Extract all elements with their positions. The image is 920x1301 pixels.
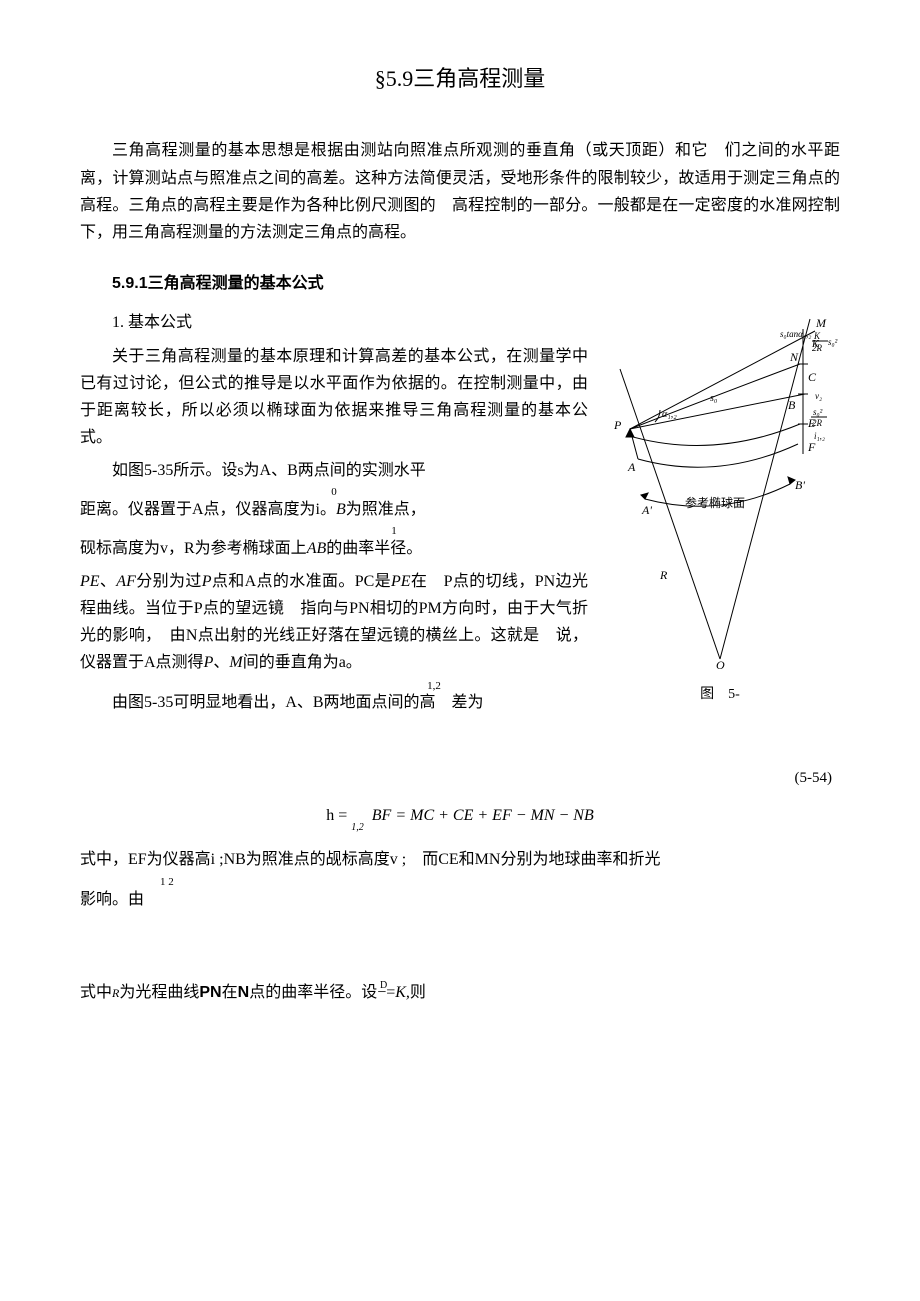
intro-paragraph: 三角高程测量的基本思想是根据由测站向照准点所观测的垂直角（或天顶距）和它 们之间… (80, 137, 840, 246)
p7-m1: 为光程曲线 (119, 984, 199, 1001)
p2b-text: 距离。仪器置于A点，仪器高度为i。 (80, 501, 336, 518)
lbl-tan: s₀tanα₁,₂ (780, 329, 811, 339)
p7-pre: 式中 (80, 984, 112, 1001)
p2c-pre: 砚标高度为v，R为参考椭球面上 (80, 540, 307, 557)
paragraph-3: PE、AF分别为过P点和A点的水准面。PC是PE在 P点的切线，PN边光程曲线。… (80, 568, 588, 677)
p3-m1: 、 (100, 573, 117, 590)
p3-m2: 分别为过 (136, 573, 202, 590)
figure-caption: 图 5- (600, 683, 840, 707)
section-heading: 5.9.1三角高程测量的基本公式 (80, 270, 840, 297)
p3-i5: P (204, 654, 214, 671)
paragraph-4: 由图5-35可明显地看出，A、B两地面点间的高 差为 (80, 689, 588, 716)
p7-n: N (238, 984, 250, 1001)
p3-m6: 间的垂直角为a。 (243, 654, 362, 671)
p3-i4: PE (391, 573, 411, 590)
p2b-tail: 为照准点， (346, 501, 426, 518)
p3-i3: P (202, 573, 212, 590)
p3-i2: AF (116, 573, 136, 590)
lbl-Bp: B' (795, 478, 805, 492)
eq1-sub: 1,2 (351, 819, 364, 836)
lbl-B: B (788, 398, 796, 412)
p2c-tail: 的曲率半径。 (326, 540, 422, 557)
lbl-frac-bot: 2R (812, 343, 823, 353)
equation-number: (5-54) (600, 766, 840, 792)
lbl-O: O (716, 658, 725, 669)
figure-5-35: M K N C B E F P A A' B' O R α₁,₂ s₀ v₂ i… (600, 309, 840, 669)
eq1-lhs: h = (326, 807, 347, 824)
lbl-v2: v₂ (815, 391, 822, 401)
lbl-i12: i₁,₂ (814, 431, 825, 441)
basic-formula-label: 1. 基本公式 (80, 309, 588, 336)
p7-subscript: D (380, 984, 840, 988)
lbl-frac-top: K (813, 331, 821, 341)
p3-m5: 、 (213, 654, 229, 671)
p3-i6: M (229, 654, 242, 671)
p7-tail: 则 (410, 984, 426, 1001)
lbl-M: M (815, 316, 827, 330)
p7-m3: 点的曲率半径。设−= (249, 984, 395, 1001)
content-row: 1. 基本公式 关于三角高程测量的基本原理和计算高差的基本公式，在测量学中已有过… (80, 309, 840, 791)
paragraph-5: 式中，EF为仪器高i ;NB为照准点的觇标高度v ; 而CE和MN分别为地球曲率… (80, 846, 840, 873)
paragraph-6: 影响。由 (80, 886, 840, 913)
lbl-P: P (613, 418, 622, 432)
paragraph-7: 式中R为光程曲线PN在N点的曲率半径。设−=K,则 (80, 979, 840, 1006)
lbl-alpha: α₁,₂ (662, 409, 677, 420)
lbl-s0: s₀ (710, 393, 718, 404)
lbl-R: R (659, 568, 668, 582)
p2a-text: 如图5-35所示。设s为A、B两点间的实测水平 (112, 462, 426, 479)
lbl-sR-bot: 2R (812, 418, 823, 428)
p2c-italic: AB (307, 540, 327, 557)
lbl-F: F (807, 440, 816, 454)
paragraph-2a: 如图5-35所示。设s为A、B两点间的实测水平 (80, 457, 588, 484)
p7-pn: PN (199, 984, 221, 1001)
lbl-N: N (789, 350, 799, 364)
lbl-sR-top: s₀² (813, 407, 823, 417)
p3-subscript: 1,2 (280, 683, 588, 690)
equation-1: h = 1,2 BF = MC + CE + EF − MN − NB (80, 802, 840, 836)
p2b-italic: B (336, 501, 346, 518)
paragraph-2b: 距离。仪器置于A点，仪器高度为i。B为照准点， (80, 496, 588, 523)
p7-m2: 在 (222, 984, 238, 1001)
p7-i2: K, (395, 984, 410, 1001)
lbl-A: A (627, 460, 636, 474)
lbl-Ap: A' (641, 503, 652, 517)
p3-i1: PE (80, 573, 100, 590)
paragraph-2c: 砚标高度为v，R为参考椭球面上AB的曲率半径。 (80, 535, 588, 562)
figure-column: M K N C B E F P A A' B' O R α₁,₂ s₀ v₂ i… (600, 309, 840, 791)
lbl-C: C (808, 370, 817, 384)
lbl-frac-s: s₀² (828, 337, 838, 347)
lbl-ref-ellipsoid: 参考椭球面 (685, 495, 745, 510)
paragraph-1: 关于三角高程测量的基本原理和计算高差的基本公式，在测量学中已有过讨论，但公式的推… (80, 343, 588, 452)
text-column: 1. 基本公式 关于三角高程测量的基本原理和计算高差的基本公式，在测量学中已有过… (80, 309, 588, 722)
page-title: §5.9三角高程测量 (80, 60, 840, 97)
p5-subscript: 1 2 (160, 879, 840, 886)
eq1-rhs: BF = MC + CE + EF − MN − NB (372, 807, 594, 824)
p3-m3: 点和A点的水准面。PC是 (211, 573, 391, 590)
p5-pre: 式中，EF为仪器高i ;NB为照准点的觇标高度v ; 而CE和MN分别为地球曲率… (80, 851, 660, 868)
